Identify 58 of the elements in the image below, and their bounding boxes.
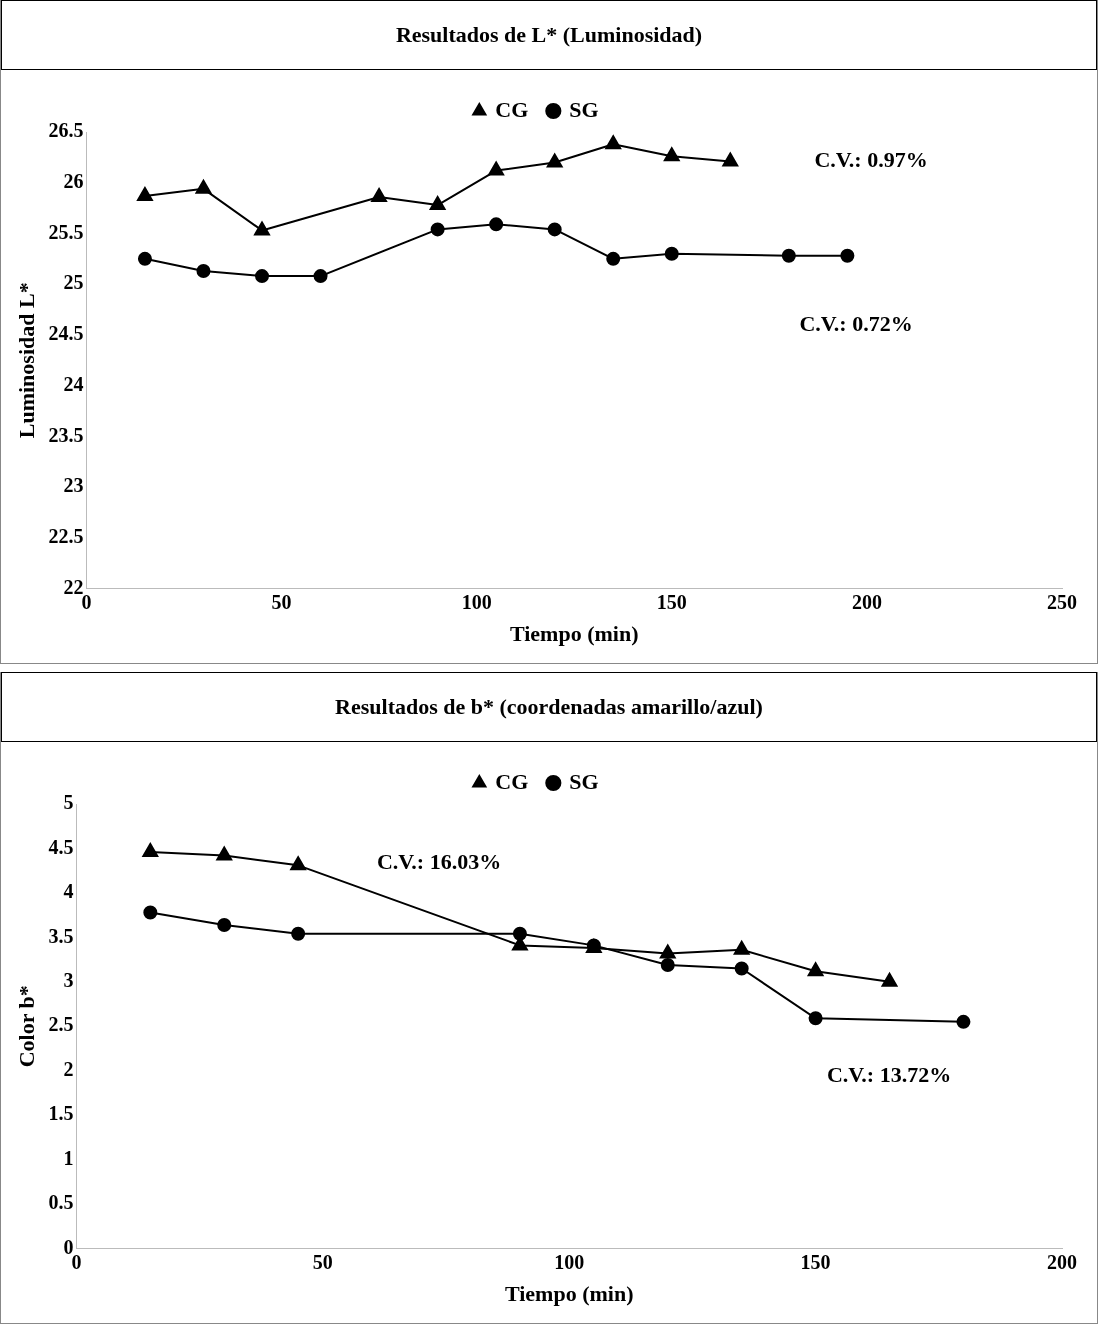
- y-tick-label: 24: [63, 372, 84, 395]
- x-tick-label: 150: [800, 1250, 831, 1273]
- legend-label: SG: [569, 96, 599, 122]
- point: [808, 1011, 823, 1026]
- y-tick-label: 1: [63, 1146, 74, 1169]
- y-axis-title: Color b*: [13, 985, 39, 1068]
- y-tick-label: 0.5: [48, 1191, 74, 1214]
- y-tick-label: 25: [63, 271, 84, 294]
- legend-label: SG: [569, 768, 599, 794]
- y-tick-label: 25.5: [48, 220, 84, 243]
- x-axis-title: Tiempo (min): [504, 1281, 634, 1307]
- y-tick-label: 23: [63, 474, 84, 497]
- y-tick-label: 0: [63, 1235, 74, 1258]
- y-tick-label: 2.5: [48, 1013, 74, 1036]
- y-tick-label: 22: [63, 575, 84, 598]
- y-tick-label: 4.5: [48, 835, 74, 858]
- y-tick-label: 24.5: [48, 322, 84, 345]
- annotation: C.V.: 16.03%: [376, 848, 502, 874]
- y-tick-label: 26: [63, 169, 84, 192]
- annotation: C.V.: 0.72%: [799, 310, 913, 336]
- point: [217, 917, 232, 932]
- annotation: C.V.: 0.97%: [814, 146, 928, 172]
- legend-label: CG: [495, 96, 529, 122]
- x-axis-title: Tiempo (min): [509, 621, 639, 647]
- x-tick-label: 50: [271, 590, 292, 613]
- point: [881, 972, 898, 987]
- x-tick-label: 100: [554, 1250, 585, 1273]
- y-tick-label: 2: [63, 1057, 74, 1080]
- point: [143, 905, 158, 920]
- x-tick-label: 150: [656, 590, 687, 613]
- y-tick-label: 5: [63, 791, 74, 814]
- y-tick-label: 4: [63, 880, 74, 903]
- x-tick-label: 250: [1047, 590, 1077, 613]
- chart-title: Resultados de b* (coordenadas amarillo/azul): [1, 672, 1097, 742]
- point: [659, 944, 676, 959]
- y-tick-label: 26.5: [48, 119, 84, 142]
- legend-label: CG: [495, 768, 529, 794]
- point: [733, 940, 750, 955]
- x-tick-label: 50: [312, 1250, 333, 1273]
- point: [734, 961, 749, 976]
- annotation: C.V.: 13.72%: [826, 1061, 952, 1087]
- point: [660, 957, 675, 972]
- point: [807, 962, 824, 977]
- y-tick-label: 3.5: [48, 924, 74, 947]
- point: [956, 1014, 971, 1029]
- point: [216, 846, 233, 861]
- x-tick-label: 100: [461, 590, 492, 613]
- x-tick-label: 200: [851, 590, 882, 613]
- y-tick-label: 23.5: [48, 423, 84, 446]
- point: [290, 856, 307, 871]
- x-tick-label: 200: [1047, 1250, 1077, 1273]
- point: [142, 843, 159, 858]
- y-tick-label: 3: [63, 969, 74, 992]
- point: [291, 926, 306, 941]
- y-tick-label: 22.5: [48, 525, 84, 548]
- chart-title: Resultados de L* (Luminosidad): [1, 0, 1097, 70]
- y-axis-title: Luminosidad L*: [13, 282, 39, 439]
- y-tick-label: 1.5: [48, 1102, 74, 1125]
